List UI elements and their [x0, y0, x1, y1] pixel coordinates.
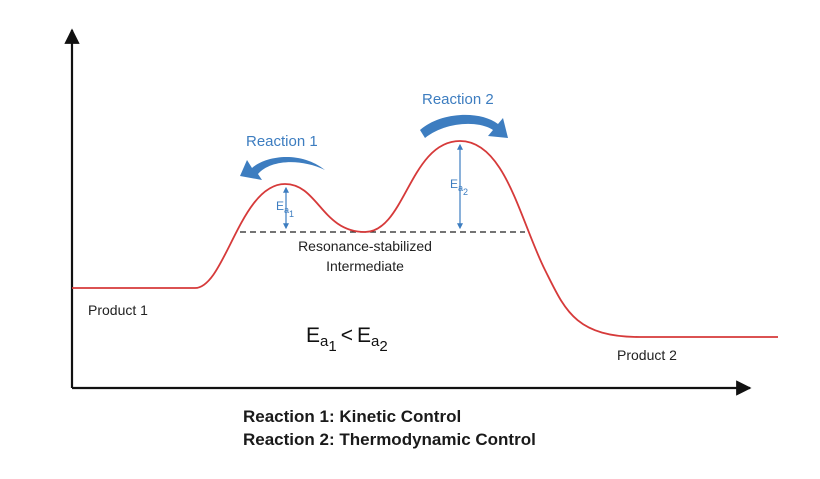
caption-kinetic: Reaction 1: Kinetic Control [243, 407, 462, 426]
intermediate-label-line1: Resonance-stabilized [298, 238, 432, 254]
reaction2-arrow [420, 114, 508, 138]
ea-inequality: Ea1 < Ea2 [306, 324, 388, 355]
ea1-label: Ea1 [276, 199, 294, 219]
reaction2-label: Reaction 2 [422, 91, 494, 108]
intermediate-label-line2: Intermediate [326, 258, 404, 274]
product1-label: Product 1 [88, 302, 148, 318]
caption-thermodynamic: Reaction 2: Thermodynamic Control [243, 430, 536, 449]
ea2-label: Ea2 [450, 177, 468, 197]
reaction1-arrow [240, 156, 325, 180]
reaction1-label: Reaction 1 [246, 133, 318, 150]
energy-curve [72, 140, 778, 338]
product2-label: Product 2 [617, 347, 677, 363]
